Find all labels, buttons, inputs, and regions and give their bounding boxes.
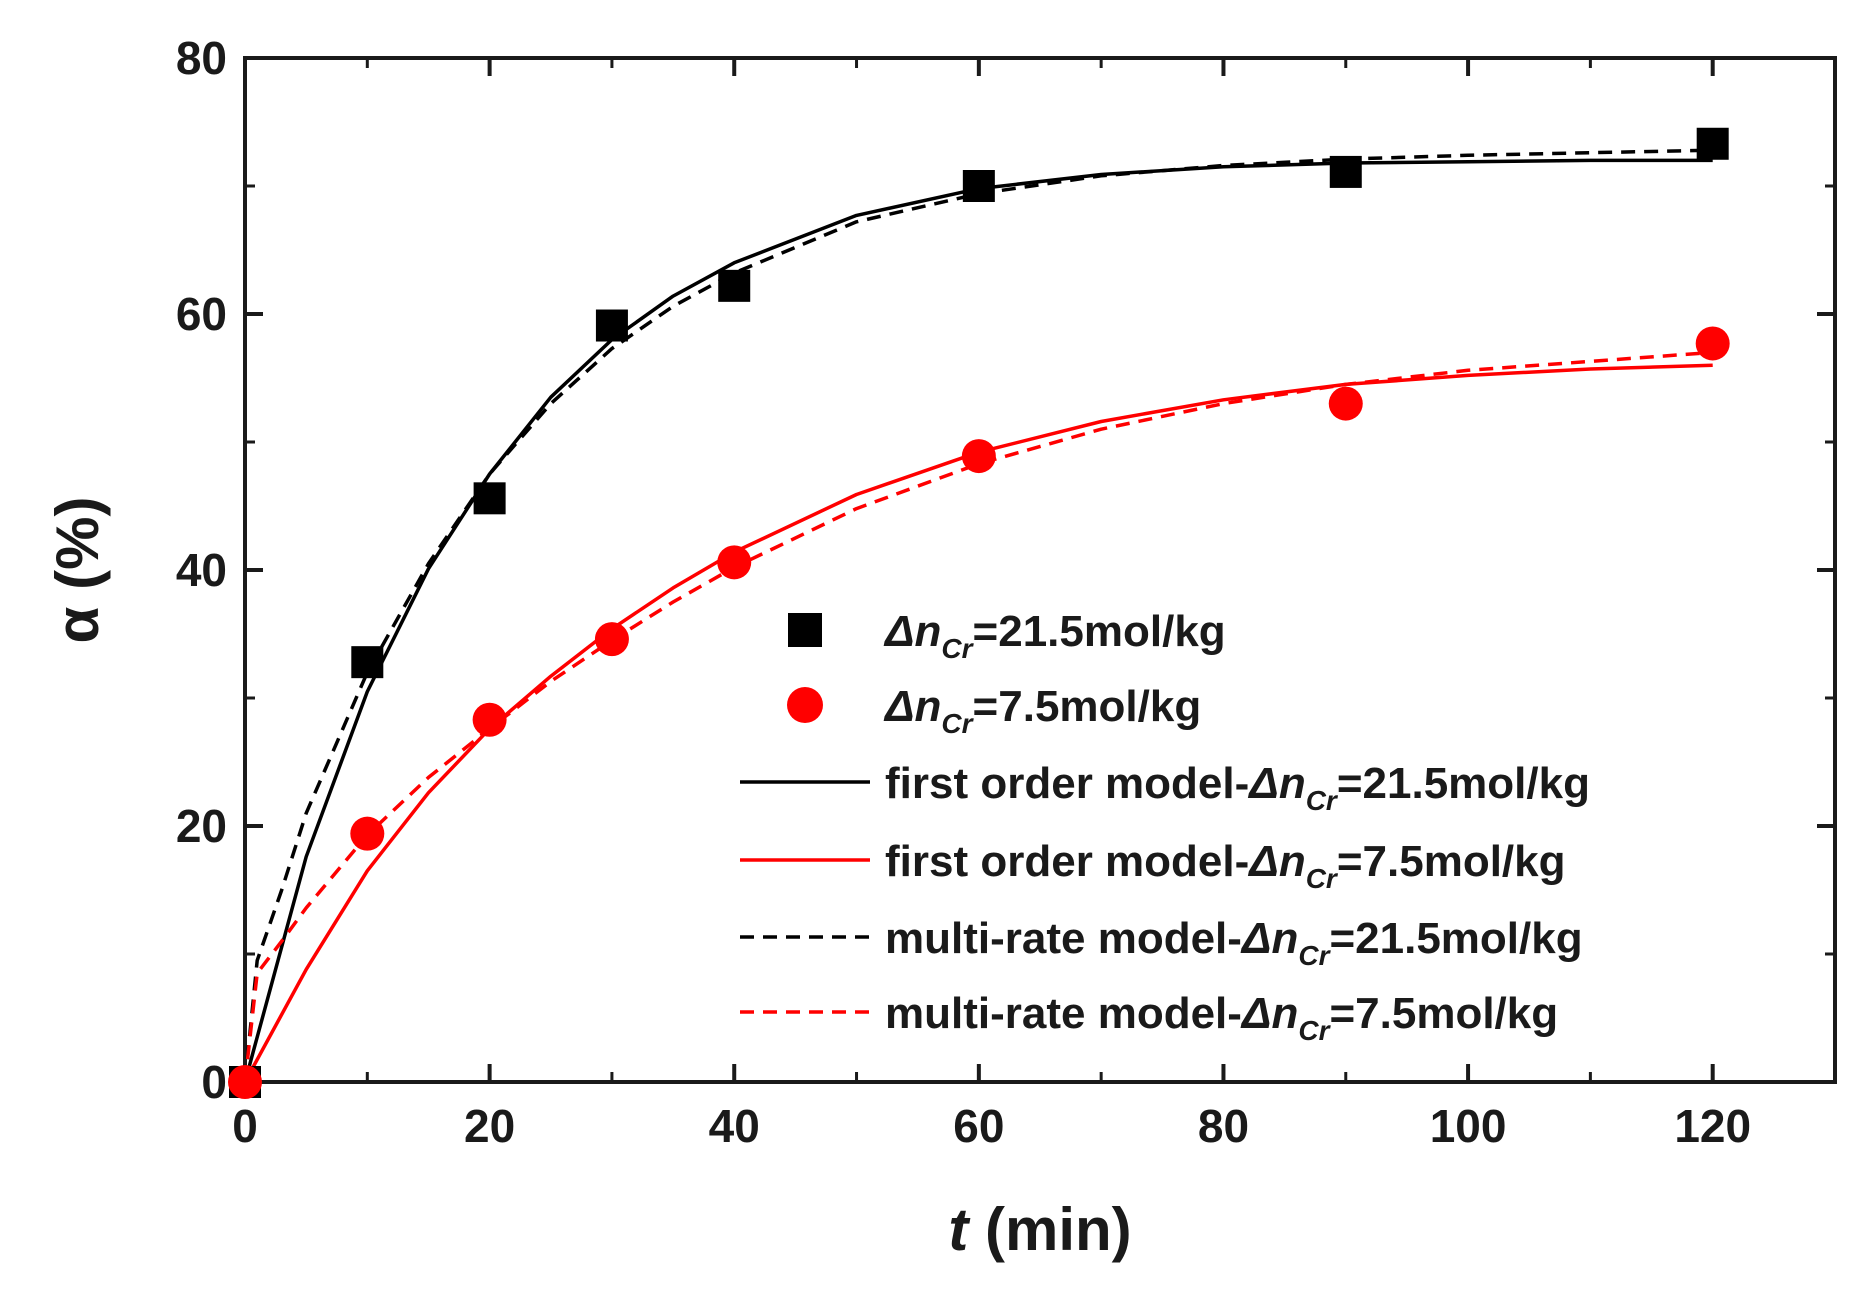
x-tick-label: 0	[232, 1100, 258, 1152]
data-markers	[228, 127, 1730, 1099]
legend-label: multi-rate model-ΔnCr=7.5mol/kg	[885, 989, 1558, 1046]
circle-marker	[961, 439, 996, 474]
circle-marker	[594, 622, 629, 657]
circle-marker	[1695, 326, 1730, 361]
axis-ticks	[243, 56, 1837, 1084]
y-tick-label: 0	[201, 1056, 227, 1108]
legend: ΔnCr=21.5mol/kg ΔnCr=7.5mol/kg first order…	[740, 607, 1590, 1046]
circle-marker	[717, 545, 752, 580]
legend-label: ΔnCr=21.5mol/kg	[883, 607, 1226, 664]
circle-marker	[1328, 386, 1363, 421]
legend-label: ΔnCr=7.5mol/kg	[883, 682, 1201, 739]
x-tick-label: 120	[1674, 1100, 1751, 1152]
y-tick-label: 40	[176, 544, 227, 596]
y-tick-label: 20	[176, 800, 227, 852]
legend-circle-marker	[787, 687, 823, 723]
legend-label: first order model-ΔnCr=21.5mol/kg	[885, 759, 1590, 816]
circle-marker	[350, 816, 385, 851]
x-axis-title: t (min)	[948, 1196, 1131, 1263]
square-marker	[595, 309, 628, 342]
tick-labels: 0 20 40 60 80 100 120 0 20 40 60 80	[176, 32, 1751, 1152]
square-marker	[351, 646, 384, 679]
legend-square-marker	[788, 613, 822, 647]
series-line-2	[243, 158, 1713, 1083]
x-tick-label: 80	[1198, 1100, 1249, 1152]
square-marker	[718, 269, 751, 302]
legend-label: multi-rate model-ΔnCr=21.5mol/kg	[885, 914, 1583, 971]
y-tick-label: 60	[176, 288, 227, 340]
x-tick-label: 100	[1430, 1100, 1507, 1152]
series-line-5	[243, 350, 1713, 1083]
y-tick-label: 80	[176, 32, 227, 84]
x-tick-label: 40	[709, 1100, 760, 1152]
square-marker	[1329, 155, 1362, 188]
y-axis-title: α (%)	[44, 497, 111, 644]
x-axis-unit: (min)	[968, 1196, 1131, 1263]
square-marker	[962, 170, 995, 202]
x-tick-label: 60	[953, 1100, 1004, 1152]
square-marker	[1696, 127, 1729, 160]
legend-label: first order model-ΔnCr=7.5mol/kg	[885, 837, 1566, 894]
circle-marker	[228, 1065, 262, 1099]
square-marker	[473, 482, 506, 515]
x-axis-variable: t	[948, 1196, 971, 1263]
x-tick-label: 20	[464, 1100, 515, 1152]
circle-marker	[472, 702, 507, 737]
